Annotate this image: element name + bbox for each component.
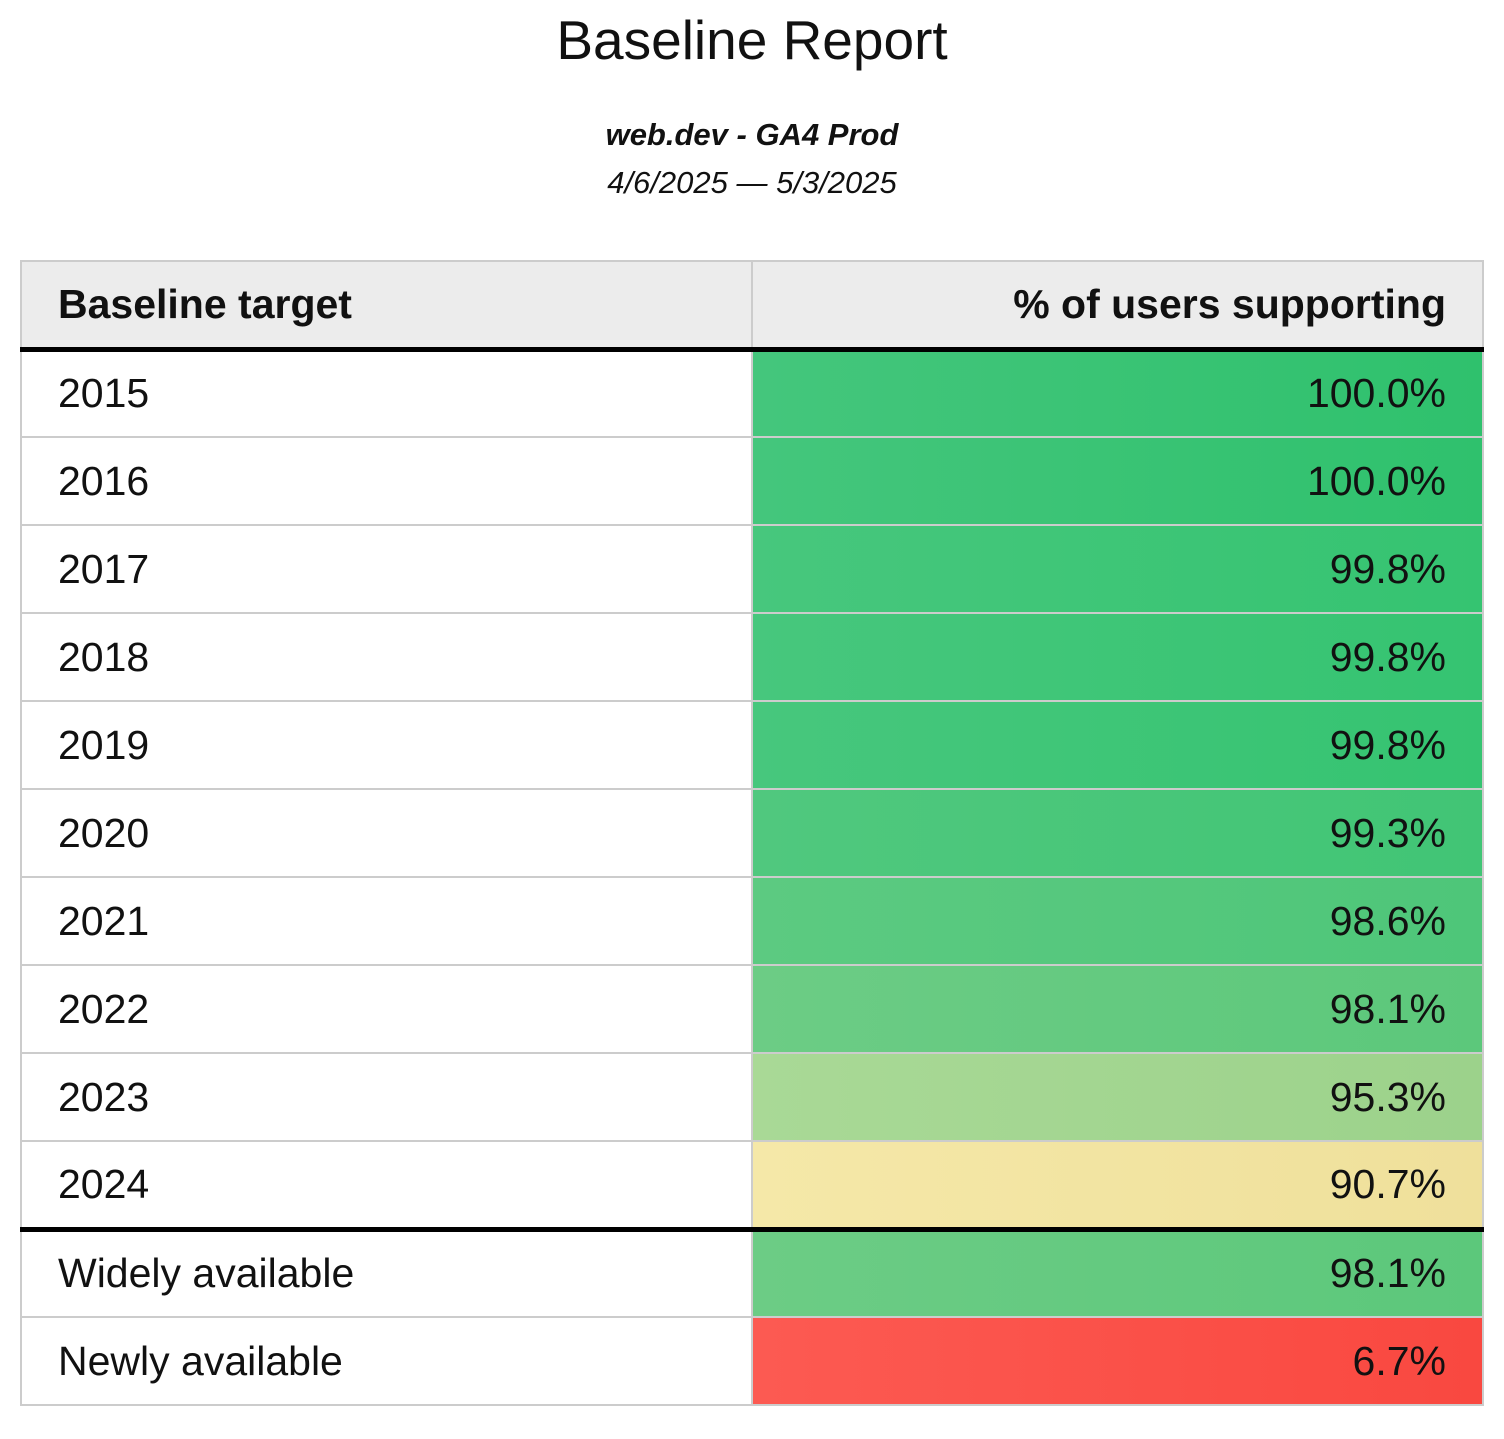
value-cell: 99.8% [751,700,1484,790]
table-row: 2018 99.8% [20,612,1484,702]
baseline-target-cell: Widely available [20,1226,753,1318]
table-row: 2023 95.3% [20,1052,1484,1142]
table-row: 2019 99.8% [20,700,1484,790]
table-row: 2016 100.0% [20,436,1484,526]
baseline-target-cell: 2015 [20,348,753,438]
baseline-target-cell: 2021 [20,876,753,966]
table-row: Newly available 6.7% [20,1316,1484,1406]
baseline-target-cell: 2024 [20,1140,753,1230]
table-row: 2024 90.7% [20,1140,1484,1230]
page-title: Baseline Report [556,9,948,71]
value-cell: 98.1% [751,1226,1484,1318]
report-subtitle: web.dev - GA4 Prod [605,117,899,152]
table-row: 2022 98.1% [20,964,1484,1054]
baseline-target-cell: 2018 [20,612,753,702]
value-cell: 99.8% [751,612,1484,702]
value-cell: 99.8% [751,524,1484,614]
baseline-report-page: Baseline Report web.dev - GA4 Prod 4/6/2… [0,13,1504,1406]
value-cell: 100.0% [751,436,1484,526]
table-row: Widely available 98.1% [20,1226,1484,1318]
value-cell: 90.7% [751,1140,1484,1230]
table-row: 2021 98.6% [20,876,1484,966]
table-row: 2015 100.0% [20,348,1484,438]
baseline-target-cell: 2023 [20,1052,753,1142]
table-header-row: Baseline target % of users supporting [20,260,1484,352]
report-date-range: 4/6/2025 — 5/3/2025 [607,165,897,200]
table-row: 2017 99.8% [20,524,1484,614]
baseline-target-cell: 2022 [20,964,753,1054]
value-cell: 99.3% [751,788,1484,878]
column-header-baseline-target: Baseline target [20,260,753,352]
baseline-target-cell: 2020 [20,788,753,878]
value-cell: 95.3% [751,1052,1484,1142]
baseline-target-cell: Newly available [20,1316,753,1406]
baseline-target-cell: 2016 [20,436,753,526]
value-cell: 100.0% [751,348,1484,438]
baseline-table: Baseline target % of users supporting 20… [20,260,1484,1406]
baseline-target-cell: 2017 [20,524,753,614]
value-cell: 98.6% [751,876,1484,966]
baseline-target-cell: 2019 [20,700,753,790]
column-header-users-supporting: % of users supporting [751,260,1484,352]
table-row: 2020 99.3% [20,788,1484,878]
value-cell: 6.7% [751,1316,1484,1406]
value-cell: 98.1% [751,964,1484,1054]
